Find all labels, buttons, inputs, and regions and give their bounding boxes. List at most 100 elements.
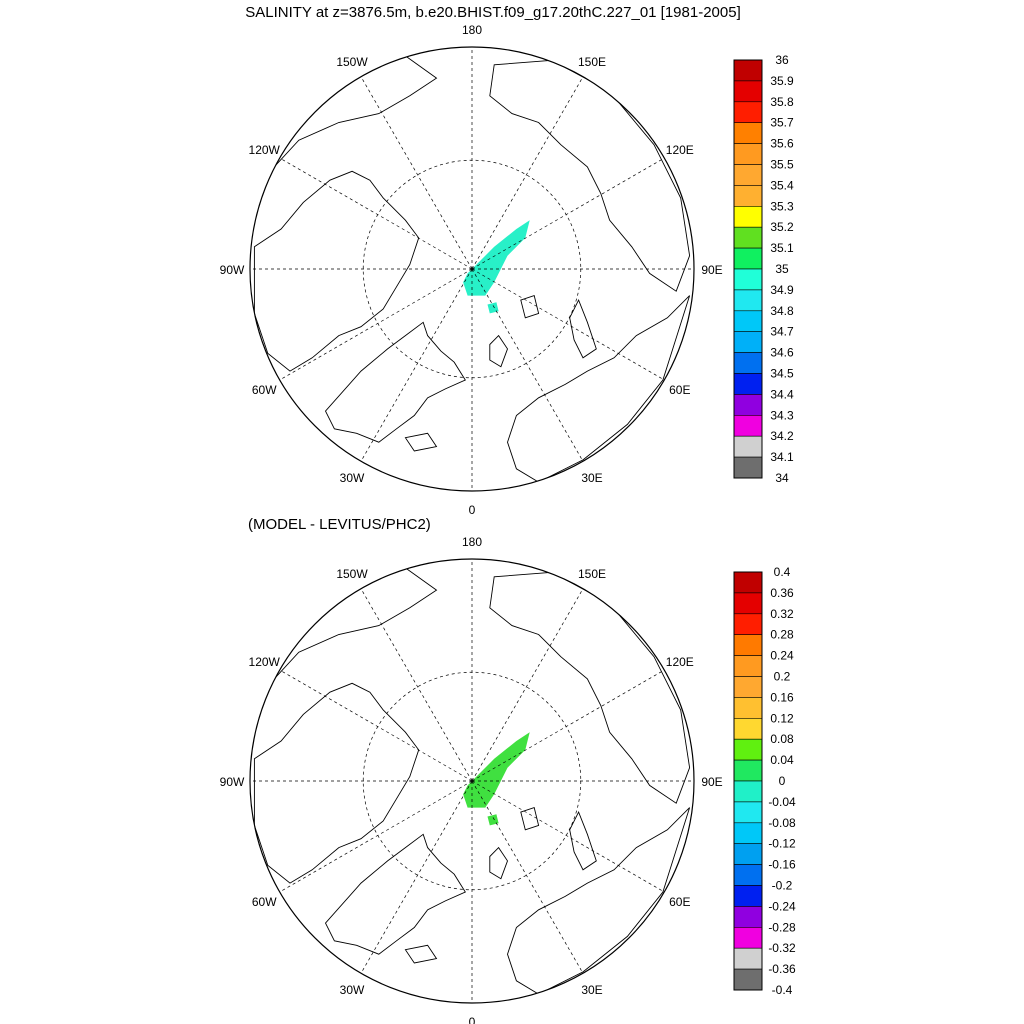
- colorbar-box-6: [733, 185, 763, 207]
- colorbar-box-15: [733, 885, 763, 907]
- colorbar-label-15: 34.5: [770, 367, 794, 381]
- coastline-5: [507, 807, 691, 995]
- colorbar-box-17: [733, 926, 763, 949]
- colorbar-label-16: -0.24: [768, 899, 796, 913]
- coastline-9: [404, 944, 438, 964]
- colorbar-label-5: 35.5: [770, 158, 794, 172]
- longitude-label-3: 90E: [701, 775, 722, 789]
- colorbar-label-9: 0.04: [770, 753, 794, 767]
- colorbar-label-1: 35.9: [770, 74, 794, 88]
- colorbar-label-3: 35.7: [770, 116, 794, 130]
- longitude-label-4: 60E: [669, 895, 690, 909]
- longitude-label-7: 30W: [340, 471, 365, 485]
- coastline-2: [253, 170, 420, 372]
- colorbar-box-13: [733, 843, 763, 865]
- longitude-label-0: 180: [462, 535, 482, 549]
- longitude-label-3: 90E: [701, 263, 722, 277]
- colorbar-label-20: 34: [775, 471, 789, 485]
- colorbar-box-14: [733, 352, 763, 374]
- colorbar-box-18: [733, 947, 763, 970]
- chart-title: SALINITY at z=3876.5m, b.e20.BHIST.f09_g…: [245, 4, 740, 21]
- map-boundary: [249, 46, 695, 492]
- longitude-label-9: 90W: [220, 775, 245, 789]
- colorbar-box-3: [733, 122, 763, 144]
- colorbar-frame: [733, 571, 763, 991]
- chart-title: (MODEL - LEVITUS/PHC2): [248, 516, 431, 533]
- coastline-6: [569, 811, 597, 871]
- salinity-field-patch-2: [487, 814, 499, 826]
- salinity-field-patch-1: [463, 732, 530, 808]
- colorbar-box-15: [733, 373, 763, 395]
- colorbar-label-4: 35.6: [770, 137, 794, 151]
- colorbar-box-17: [733, 414, 763, 437]
- coastline-2: [253, 682, 420, 884]
- longitude-label-11: 150W: [336, 567, 368, 581]
- colorbar-label-13: -0.12: [768, 837, 796, 851]
- coastline-6: [569, 299, 597, 359]
- colorbar-label-19: -0.36: [768, 962, 796, 976]
- colorbar-box-13: [733, 331, 763, 353]
- longitude-label-6: 0: [469, 1015, 476, 1024]
- coastline-4: [489, 59, 691, 292]
- meridian-line-330: [360, 268, 473, 462]
- colorbar-box-16: [733, 394, 763, 416]
- colorbar-box-3: [733, 634, 763, 656]
- difference-panel: (MODEL - LEVITUS/PHC2) 180 150E 120E 90E 60E 3…: [220, 516, 796, 1024]
- meridian-line-30: [471, 780, 584, 974]
- colorbar-label-14: -0.16: [768, 858, 796, 872]
- coastline-9: [404, 432, 438, 452]
- colorbar-label-19: 34.1: [770, 450, 794, 464]
- longitude-label-4: 60E: [669, 383, 690, 397]
- colorbar-box-4: [733, 143, 763, 165]
- longitude-label-9: 90W: [220, 263, 245, 277]
- meridian-line-150: [471, 588, 584, 782]
- colorbar-label-7: 35.3: [770, 199, 794, 213]
- longitude-label-8: 60W: [252, 895, 277, 909]
- meridian-line-120: [471, 157, 665, 270]
- colorbar-label-5: 0.2: [774, 670, 791, 684]
- colorbar-box-1: [733, 80, 763, 103]
- colorbar-box-9: [733, 247, 763, 270]
- colorbar-box-12: [733, 310, 763, 332]
- colorbar-label-15: -0.2: [772, 879, 793, 893]
- colorbar-box-6: [733, 697, 763, 719]
- meridian-line-240: [279, 157, 473, 270]
- colorbar-frame: [733, 59, 763, 479]
- salinity-field-patch-2: [487, 302, 499, 314]
- coastline-4: [489, 571, 691, 804]
- coastline-5: [507, 295, 691, 483]
- colorbar-label-0: 36: [775, 53, 789, 67]
- colorbar-label-18: -0.32: [768, 941, 796, 955]
- colorbar-label-17: -0.28: [768, 920, 796, 934]
- coastline-7: [489, 334, 509, 368]
- colorbar-box-0: [733, 59, 763, 82]
- colorbar-label-1: 0.36: [770, 586, 794, 600]
- colorbar-label-0: 0.4: [774, 565, 791, 579]
- colorbar-label-3: 0.28: [770, 628, 794, 642]
- meridian-line-150: [471, 76, 584, 270]
- meridian-line-330: [360, 780, 473, 974]
- colorbar-label-12: 34.8: [770, 304, 794, 318]
- colorbar-label-14: 34.6: [770, 346, 794, 360]
- meridian-line-210: [360, 76, 473, 270]
- colorbar-box-8: [733, 738, 763, 761]
- longitude-label-1: 150E: [578, 55, 606, 69]
- meridian-line-300: [279, 268, 473, 381]
- colorbar-box-12: [733, 822, 763, 844]
- colorbar-label-16: 34.4: [770, 387, 794, 401]
- colorbar-box-19: [733, 968, 763, 991]
- colorbar-label-20: -0.4: [772, 983, 793, 997]
- map-boundary: [249, 558, 695, 1004]
- colorbar-label-2: 35.8: [770, 95, 794, 109]
- colorbar-box-11: [733, 289, 763, 312]
- coastline-1: [324, 321, 466, 443]
- colorbar-label-10: 35: [775, 262, 789, 276]
- colorbar-label-10: 0: [779, 774, 786, 788]
- colorbar-box-10: [733, 780, 763, 803]
- colorbar-label-11: 34.9: [770, 283, 794, 297]
- colorbar-label-2: 0.32: [770, 607, 794, 621]
- meridian-line-210: [360, 588, 473, 782]
- colorbar-label-13: 34.7: [770, 325, 794, 339]
- colorbar-label-12: -0.08: [768, 816, 796, 830]
- coastline-1: [324, 833, 466, 955]
